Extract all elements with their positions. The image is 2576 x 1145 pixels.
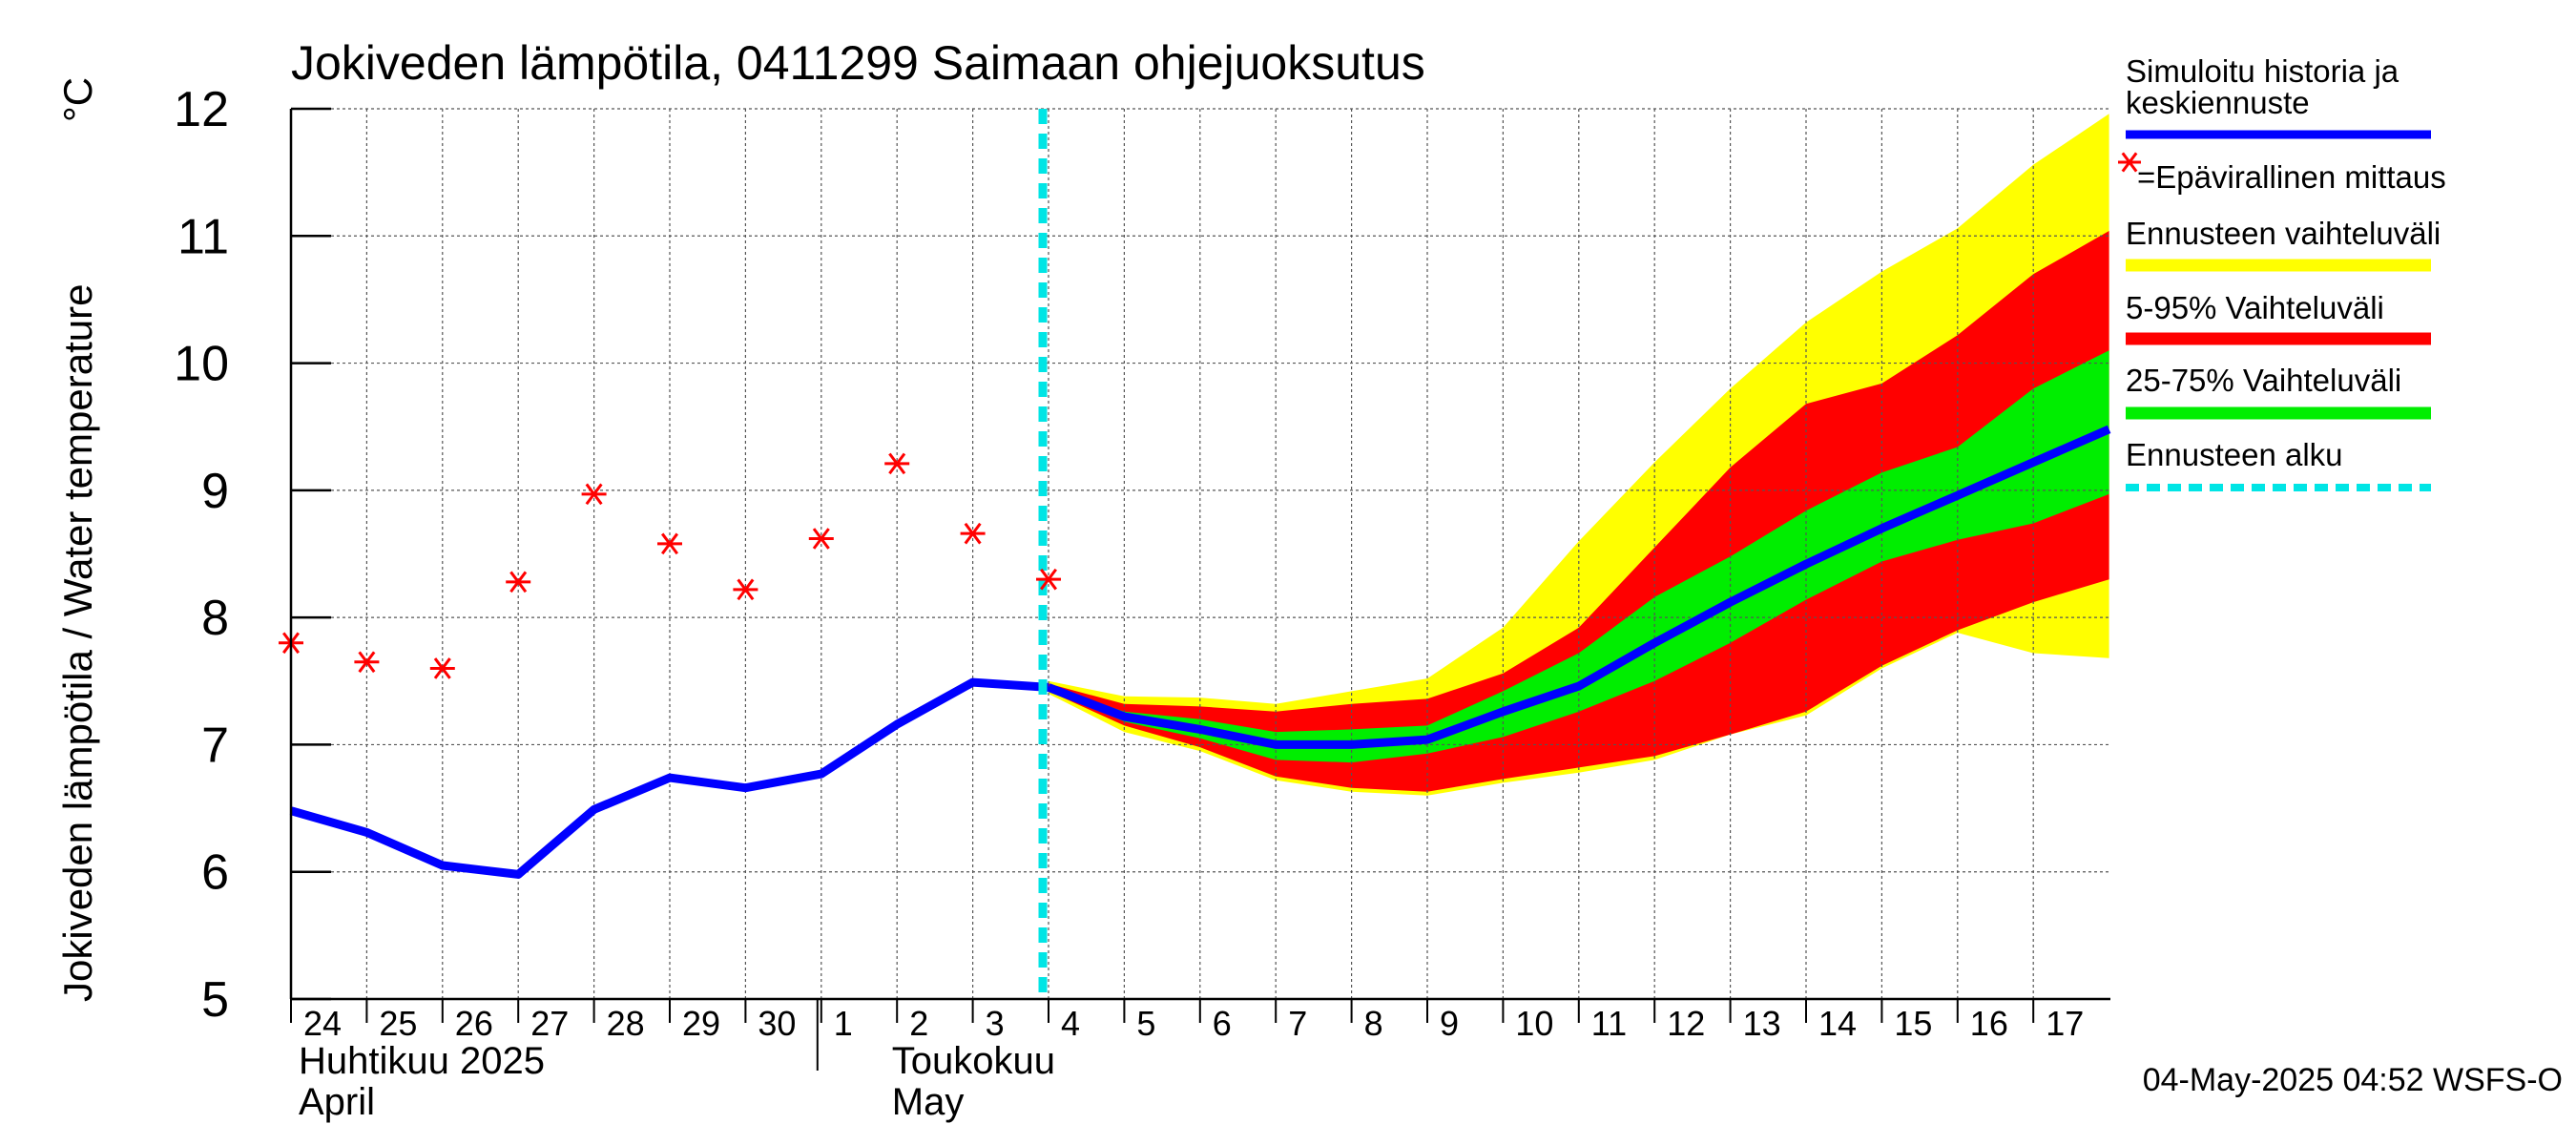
y-tick-label: 10 (174, 337, 229, 392)
month-label-en: May (892, 1081, 965, 1123)
x-tick-label: 9 (1440, 1004, 1459, 1043)
measurement-point (581, 483, 607, 506)
measurement-point (1036, 568, 1061, 591)
y-axis-label: Jokiveden lämpötila / Water temperature (55, 284, 100, 1002)
band-5-95 (1049, 231, 2109, 792)
month-label-fi: Toukokuu (892, 1040, 1055, 1082)
x-tick-label: 14 (1818, 1004, 1857, 1043)
measurement-point (506, 571, 531, 593)
measurement-point (808, 528, 834, 550)
measurement-point (733, 578, 758, 601)
measurement-point (960, 522, 986, 545)
history-line (289, 677, 1049, 879)
y-tick-label: 5 (201, 972, 229, 1028)
forecast-mean-line (1047, 425, 2111, 749)
month-label-en: April (299, 1081, 375, 1123)
x-tick-label: 6 (1213, 1004, 1232, 1043)
x-tick-label: 11 (1591, 1004, 1627, 1043)
footer-timestamp: 04-May-2025 04:52 WSFS-O (2143, 1062, 2563, 1098)
y-tick-label: 11 (177, 209, 229, 264)
measurement-point (657, 532, 682, 555)
legend-label: 5-95% Vaihteluväli (2126, 290, 2384, 325)
x-tick-label: 2 (909, 1004, 928, 1043)
measurement-point (354, 651, 380, 674)
x-tick-label: 24 (303, 1004, 342, 1043)
chart-title: Jokiveden lämpötila, 0411299 Saimaan ohj… (291, 36, 1425, 90)
y-axis-unit: °C (55, 77, 100, 122)
measurement-point (429, 657, 455, 679)
x-tick-label: 12 (1667, 1004, 1705, 1043)
legend-label: Ennusteen alku (2126, 437, 2343, 472)
month-label-fi: Huhtikuu 2025 (299, 1040, 545, 1082)
x-tick-label: 10 (1515, 1004, 1553, 1043)
x-tick-label: 17 (2046, 1004, 2084, 1043)
legend-label: Simuloitu historia ja (2126, 53, 2399, 89)
x-tick-label: 30 (758, 1004, 796, 1043)
legend-label: keskiennuste (2126, 85, 2310, 120)
y-tick-label: 8 (201, 591, 229, 646)
y-tick-label: 12 (174, 82, 229, 137)
y-tick-label: 6 (201, 845, 229, 901)
legend-label: Ennusteen vaihteluväli (2126, 216, 2441, 251)
x-tick-label: 28 (607, 1004, 645, 1043)
measurement-point (884, 452, 910, 475)
x-tick-label: 27 (530, 1004, 569, 1043)
y-tick-label: 7 (201, 718, 229, 773)
x-tick-label: 5 (1136, 1004, 1155, 1043)
x-tick-label: 8 (1364, 1004, 1383, 1043)
x-tick-label: 29 (682, 1004, 720, 1043)
x-tick-label: 1 (834, 1004, 853, 1043)
x-tick-label: 26 (455, 1004, 493, 1043)
x-tick-label: 7 (1288, 1004, 1307, 1043)
x-tick-label: 3 (986, 1004, 1005, 1043)
legend-label: =Epävirallinen mittaus (2137, 159, 2446, 195)
x-tick-label: 15 (1894, 1004, 1932, 1043)
x-tick-label: 13 (1743, 1004, 1781, 1043)
x-tick-label: 16 (1970, 1004, 2008, 1043)
legend-swatch-measurement (2118, 152, 2141, 173)
x-tick-label: 4 (1061, 1004, 1080, 1043)
y-tick-label: 9 (201, 464, 229, 519)
legend-label: 25-75% Vaihteluväli (2126, 363, 2401, 398)
series-lines (289, 109, 2111, 999)
x-tick-label: 25 (379, 1004, 417, 1043)
